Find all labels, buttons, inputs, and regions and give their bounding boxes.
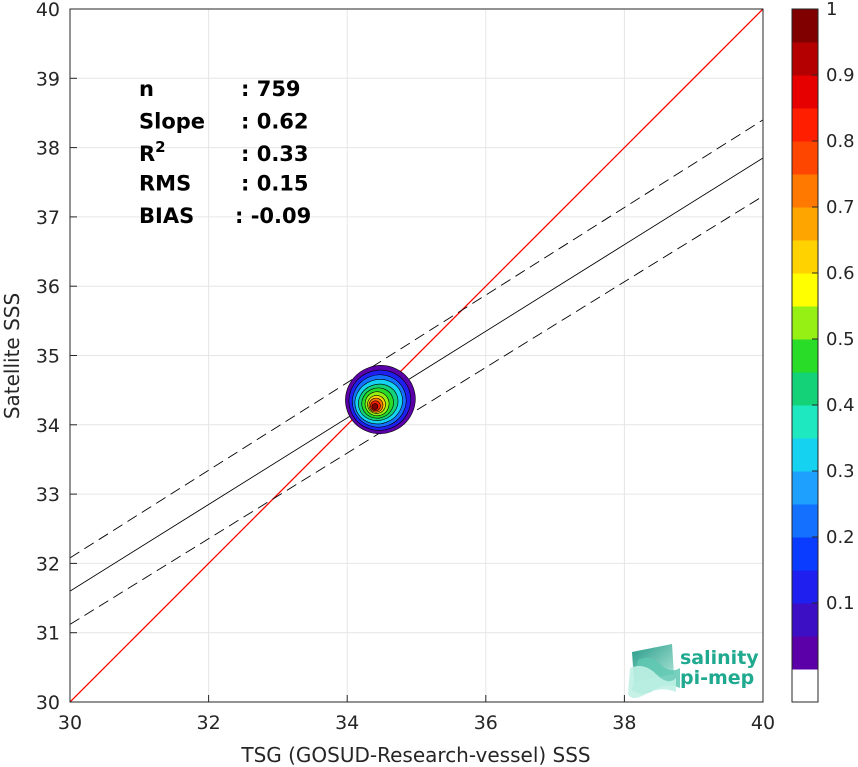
- colorbar-segment-0: [792, 669, 818, 703]
- line-fit-: [70, 119, 763, 559]
- stat-value-r: : 0.33: [241, 142, 309, 166]
- colorbar-segment-9: [792, 372, 818, 406]
- colorbar-segment-8: [792, 405, 818, 439]
- salinity-pi-mep-logo: salinity pi-mep: [628, 644, 759, 698]
- colorbar-segment-2: [792, 603, 818, 637]
- colorbar-segment-17: [792, 108, 818, 142]
- colorbar-segment-20: [792, 9, 818, 43]
- y-axis-ticks: 30 31 32 33 34 35 36 37 38 39 40: [36, 0, 77, 714]
- x-tick-label-5: 40: [751, 712, 775, 734]
- colorbar-tick-label-0: 0.1: [826, 593, 855, 614]
- colorbar-segment-7: [792, 438, 818, 472]
- x-tick-label-3: 36: [474, 712, 498, 734]
- logo-text-salinity: salinity: [680, 647, 759, 669]
- colorbar-tick-label-5: 0.6: [826, 263, 855, 284]
- y-axis-label: Satellite SSS: [0, 293, 24, 419]
- y-tick-label-9: 39: [36, 68, 60, 90]
- colorbar-segment-5: [792, 504, 818, 538]
- stat-value-bias: : -0.09: [235, 204, 311, 228]
- y-tick-label-1: 31: [36, 623, 60, 645]
- regression-lines: [70, 9, 763, 702]
- stat-value-rms: : 0.15: [241, 172, 309, 196]
- x-tick-label-4: 38: [612, 712, 636, 734]
- colorbar-segment-1: [792, 636, 818, 670]
- y-tick-label-0: 30: [36, 692, 60, 714]
- y-tick-label-7: 37: [36, 207, 60, 229]
- colorbar-segment-3: [792, 570, 818, 604]
- grid-lines: [69, 8, 764, 703]
- colorbar-tick-label-4: 0.5: [826, 329, 855, 350]
- density-contour-level-10: [371, 403, 379, 410]
- colorbar-tick-label-2: 0.3: [826, 461, 855, 482]
- colorbar: 0.1 0.2 0.3 0.4 0.5 0.6 0.7 0.8 0.9 1: [791, 0, 855, 703]
- x-axis-ticks: 30 32 34 36 38 40: [58, 695, 775, 734]
- colorbar-tick-label-3: 0.4: [826, 395, 855, 416]
- y-tick-label-8: 38: [36, 138, 60, 160]
- y-tick-label-2: 32: [36, 553, 60, 575]
- stat-value-n: : 759: [241, 77, 301, 101]
- colorbar-segment-15: [792, 174, 818, 208]
- stat-label-superscript: 2: [155, 138, 165, 156]
- x-axis-label: TSG (GOSUD-Research-vessel) SSS: [240, 743, 590, 767]
- y-tick-label-4: 34: [36, 415, 60, 437]
- colorbar-frame: [791, 8, 819, 703]
- colorbar-tick-label-9: 1: [826, 0, 837, 20]
- x-tick-label-1: 32: [197, 712, 221, 734]
- line-1-1: [70, 9, 763, 702]
- y-tick-label-6: 36: [36, 276, 60, 298]
- colorbar-tick-label-6: 0.7: [826, 197, 855, 218]
- colorbar-segment-10: [792, 339, 818, 373]
- stat-label-slope: Slope: [139, 110, 205, 134]
- colorbar-segment-14: [792, 207, 818, 241]
- colorbar-segment-6: [792, 471, 818, 505]
- colorbar-segment-4: [792, 537, 818, 571]
- x-tick-label-2: 34: [335, 712, 359, 734]
- stat-label-n: n: [139, 77, 154, 101]
- stat-value-slope: : 0.62: [241, 110, 309, 134]
- y-tick-label-10: 40: [36, 0, 60, 21]
- colorbar-segment-13: [792, 240, 818, 274]
- density-contours: [345, 365, 416, 434]
- stat-label-bias: BIAS: [139, 204, 194, 228]
- y-tick-label-5: 35: [36, 346, 60, 368]
- colorbar-segment-18: [792, 75, 818, 109]
- logo-waves-icon: [628, 644, 680, 698]
- colorbar-segment-11: [792, 306, 818, 340]
- y-tick-label-3: 33: [36, 484, 60, 506]
- colorbar-segment-16: [792, 141, 818, 175]
- colorbar-tick-label-7: 0.8: [826, 131, 855, 152]
- colorbar-tick-label-8: 0.9: [826, 65, 855, 86]
- colorbar-segment-12: [792, 273, 818, 307]
- logo-text-pi-mep: pi-mep: [680, 667, 754, 689]
- x-tick-label-0: 30: [58, 712, 82, 734]
- stat-label-rms: RMS: [139, 172, 191, 196]
- colorbar-segment-19: [792, 42, 818, 76]
- line-fit: [70, 157, 763, 592]
- colorbar-tick-label-1: 0.2: [826, 527, 855, 548]
